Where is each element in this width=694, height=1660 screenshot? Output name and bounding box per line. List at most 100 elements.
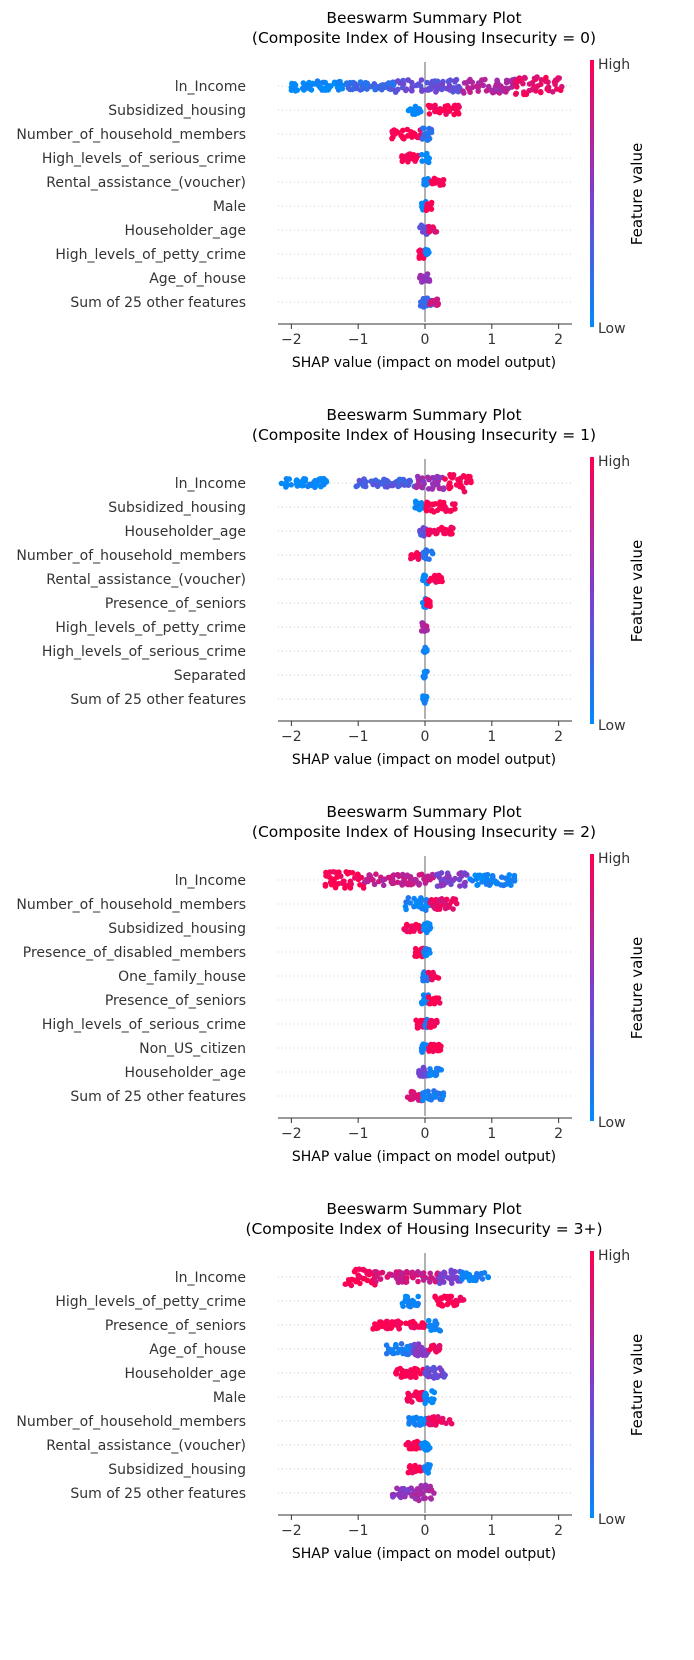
swarm-dot xyxy=(436,1327,442,1334)
feature-label: Subsidized_housing xyxy=(108,921,246,937)
x-tick-label: −1 xyxy=(348,729,369,745)
feature-label: Householder_age xyxy=(124,524,246,540)
swarm-dot xyxy=(438,181,445,187)
swarm-dot xyxy=(422,1400,428,1407)
swarm-dot xyxy=(493,880,499,886)
swarm-dot xyxy=(420,479,427,485)
swarm-dot xyxy=(426,1463,432,1469)
swarm-dot xyxy=(405,1469,412,1476)
swarm-dot xyxy=(410,111,416,117)
swarm-dot xyxy=(422,1089,428,1095)
feature-label: ln_Income xyxy=(175,79,246,95)
swarm-dot xyxy=(473,83,480,90)
chart-subtitle: (Composite Index of Housing Insecurity =… xyxy=(252,29,596,47)
swarm-dot xyxy=(434,473,441,480)
swarm-dot xyxy=(301,85,308,92)
swarm-dot xyxy=(335,880,342,887)
swarm-dot xyxy=(394,1349,401,1356)
feature-label: Number_of_household_members xyxy=(16,897,246,913)
swarm-dot xyxy=(438,881,445,888)
feature-label: Number_of_household_members xyxy=(16,548,246,564)
swarm-dot xyxy=(436,1041,442,1048)
x-tick-label: 1 xyxy=(487,1126,496,1142)
swarm-dot xyxy=(423,623,430,629)
swarm-dot xyxy=(424,79,430,86)
swarm-dot xyxy=(427,899,433,906)
swarm-dot xyxy=(429,180,436,187)
swarm-dot xyxy=(414,473,421,480)
swarm-dot xyxy=(360,483,367,489)
swarm-dot xyxy=(418,1344,425,1351)
swarm-dot xyxy=(294,87,301,93)
swarm-dot xyxy=(350,1277,356,1283)
swarm-dot xyxy=(433,1065,440,1072)
swarm-dot xyxy=(425,1367,432,1374)
swarm-dot xyxy=(545,79,551,85)
swarm-dot xyxy=(485,1274,492,1281)
swarm-dot xyxy=(349,870,356,876)
swarm-dot xyxy=(396,476,403,483)
swarm-dot xyxy=(368,478,374,485)
swarm-dot xyxy=(400,127,406,134)
swarm-dot xyxy=(463,80,470,86)
swarm-dot xyxy=(428,1072,434,1078)
swarm-dot xyxy=(431,1414,437,1420)
swarm-dot xyxy=(313,478,320,484)
colorbar-title: Feature value xyxy=(628,143,646,245)
swarm-dot xyxy=(431,1092,437,1099)
swarm-dot xyxy=(526,81,533,87)
swarm-dot xyxy=(449,1280,455,1286)
swarm-dot xyxy=(403,480,409,486)
swarm-dot xyxy=(322,883,329,889)
swarm-dot xyxy=(457,883,463,889)
swarm-dot xyxy=(390,1494,396,1500)
feature-label: One_family_house xyxy=(118,969,246,985)
swarm-dot xyxy=(415,1293,422,1300)
feature-label: ln_Income xyxy=(175,873,246,889)
x-tick-label: −1 xyxy=(348,332,369,348)
swarm-dot xyxy=(465,84,471,91)
swarm-dot xyxy=(440,499,447,506)
feature-label: High_levels_of_petty_crime xyxy=(55,1294,246,1310)
feature-label: Subsidized_housing xyxy=(108,103,246,119)
swarm-dot xyxy=(412,1302,418,1308)
swarm-dot xyxy=(432,301,439,308)
feature-label: Number_of_household_members xyxy=(16,127,246,143)
swarm-dot xyxy=(409,1089,415,1095)
swarm-dot xyxy=(330,869,337,875)
swarm-dot xyxy=(360,885,367,891)
swarm-dot xyxy=(433,579,440,585)
swarm-dot xyxy=(379,86,385,93)
swarm-dot xyxy=(383,1325,390,1332)
x-axis-label: SHAP value (impact on model output) xyxy=(292,752,556,768)
chart-title: Beeswarm Summary Plot xyxy=(326,406,521,424)
swarm-dot xyxy=(366,872,372,878)
feature-label: Rental_assistance_(voucher) xyxy=(46,175,246,191)
swarm-dot xyxy=(423,507,430,514)
feature-label: Subsidized_housing xyxy=(108,500,246,516)
x-tick-label: 0 xyxy=(421,729,430,745)
swarm-dot xyxy=(286,476,293,482)
swarm-dot xyxy=(373,871,379,877)
swarm-dot xyxy=(436,1343,443,1350)
colorbar xyxy=(590,60,594,327)
swarm-dot xyxy=(314,78,321,84)
feature-label: Presence_of_disabled_members xyxy=(23,945,246,961)
swarm-dot xyxy=(371,81,378,87)
swarm-dot xyxy=(416,106,423,112)
swarm-dot xyxy=(422,1466,429,1472)
feature-label: Presence_of_seniors xyxy=(105,993,246,1009)
swarm-dot xyxy=(423,277,429,284)
swarm-dot xyxy=(436,1000,443,1006)
feature-label: ln_Income xyxy=(175,1270,246,1286)
swarm-dot xyxy=(413,1017,419,1024)
x-tick-label: 2 xyxy=(554,729,563,745)
swarm-dot xyxy=(393,1341,399,1348)
swarm-dot xyxy=(423,547,429,553)
swarm-dot xyxy=(423,929,430,936)
swarm-dot xyxy=(439,86,445,93)
swarm-dot xyxy=(409,84,415,91)
swarm-dot xyxy=(419,871,425,878)
swarm-dot xyxy=(402,903,409,910)
swarm-dot xyxy=(374,1273,380,1280)
